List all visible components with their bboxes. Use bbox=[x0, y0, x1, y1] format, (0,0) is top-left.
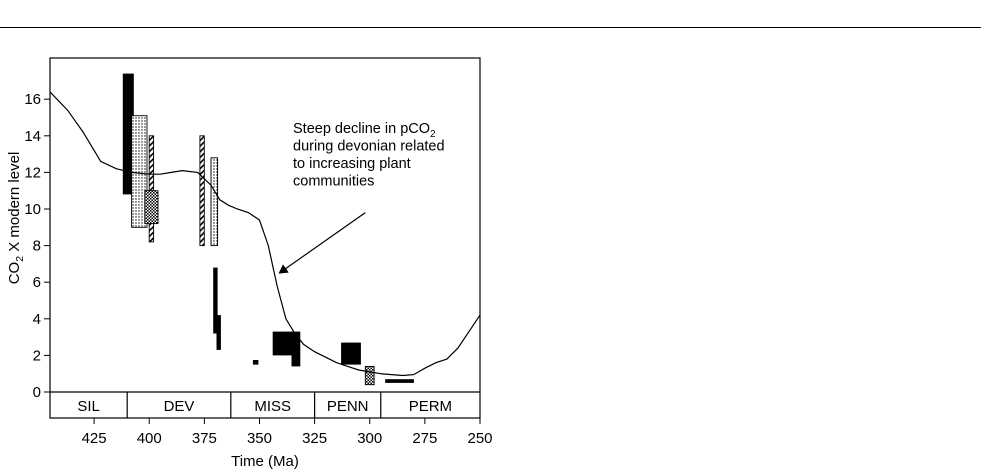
proxy-bar-13 bbox=[364, 365, 375, 386]
x-tick-label: 325 bbox=[302, 430, 327, 447]
x-tick-label: 425 bbox=[82, 430, 107, 447]
y-tick-label: 2 bbox=[33, 347, 41, 364]
period-label-penn: PENN bbox=[327, 398, 369, 415]
proxy-bar-9 bbox=[252, 360, 259, 365]
annotation-line-1: Steep decline in pCO2 bbox=[293, 121, 436, 140]
annotation-arrow bbox=[278, 212, 366, 274]
annotation-line-2: during devonian related bbox=[293, 139, 445, 155]
x-tick-label: 250 bbox=[467, 430, 492, 447]
annotation-line-4: communities bbox=[293, 174, 374, 190]
x-tick-label: 275 bbox=[412, 430, 437, 447]
y-tick-label: 10 bbox=[24, 201, 41, 218]
x-tick-label: 400 bbox=[137, 430, 162, 447]
period-label-perm: PERM bbox=[409, 398, 452, 415]
x-tick-label: 350 bbox=[247, 430, 272, 447]
proxy-bar-4 bbox=[144, 190, 159, 225]
y-tick-label: 12 bbox=[24, 164, 41, 181]
period-label-miss: MISS bbox=[254, 398, 291, 415]
proxy-bar-2 bbox=[131, 115, 148, 228]
x-tick-label: 300 bbox=[357, 430, 382, 447]
proxy-bar-5 bbox=[199, 135, 205, 247]
proxy-bar-14 bbox=[385, 379, 414, 383]
y-tick-label: 6 bbox=[33, 274, 41, 291]
y-tick-label: 14 bbox=[24, 128, 41, 145]
annotation-line-3: to increasing plant bbox=[293, 156, 411, 172]
proxy-bar-1 bbox=[122, 73, 134, 195]
proxy-bar-6 bbox=[210, 157, 219, 247]
proxy-bar-8 bbox=[216, 315, 221, 350]
y-tick-label: 16 bbox=[24, 91, 41, 108]
y-tick-label: 4 bbox=[33, 311, 41, 328]
y-axis-title: CO2 X modern level bbox=[6, 152, 26, 285]
period-label-dev: DEV bbox=[164, 398, 195, 415]
plot-frame bbox=[49, 57, 481, 419]
top-rule bbox=[0, 27, 981, 28]
co2-model-curve bbox=[49, 91, 481, 377]
proxy-bar-12 bbox=[341, 342, 361, 365]
y-tick-label: 8 bbox=[33, 238, 41, 255]
x-tick-label: 375 bbox=[192, 430, 217, 447]
proxy-bar-3 bbox=[148, 135, 155, 243]
proxy-bar-7 bbox=[213, 267, 218, 334]
proxy-bar-11 bbox=[291, 331, 301, 367]
x-axis-title: Time (Ma) bbox=[231, 453, 299, 470]
proxy-bar-10 bbox=[272, 331, 293, 356]
period-label-sil: SIL bbox=[77, 398, 100, 415]
y-tick-label: 0 bbox=[33, 384, 41, 401]
